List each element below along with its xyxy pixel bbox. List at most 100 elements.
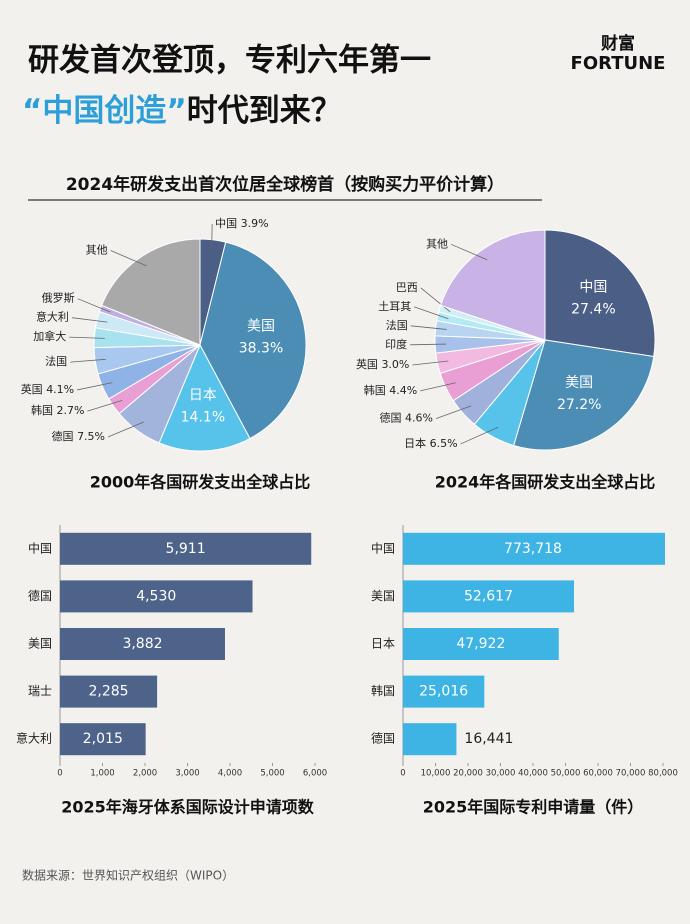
y-tick-label: 德国 (28, 588, 52, 603)
y-tick-label: 日本 (371, 637, 395, 651)
slice-label: 其他 (86, 244, 108, 257)
slice-label: 巴西 (396, 281, 418, 294)
value-label: 773,718 (504, 541, 562, 557)
slice-label: 加拿大 (33, 329, 66, 343)
y-tick-label: 德国 (371, 731, 395, 746)
slice-label: 英国 4.1% (21, 382, 74, 396)
x-tick-label: 60,000 (583, 769, 613, 779)
x-tick-label: 80,000 (648, 769, 678, 779)
slice-name: 其他 (426, 237, 448, 250)
slice-name: 加拿大 (33, 329, 66, 343)
slice-name: 土耳其 (378, 300, 411, 313)
value-label: 25,016 (419, 684, 468, 700)
x-tick-label: 1,000 (90, 769, 114, 779)
x-tick-label: 5,000 (260, 769, 284, 779)
slice-label: 德国 7.5% (52, 429, 105, 443)
slice-name: 法国 (45, 354, 67, 368)
slice-label: 日本 6.5% (404, 436, 457, 450)
x-tick-label: 6,000 (303, 769, 327, 779)
x-tick-label: 3,000 (175, 769, 199, 779)
value-label: 2,015 (83, 731, 123, 747)
slice-label: 英国 3.0% (356, 357, 409, 371)
slice-label: 韩国 2.7% (31, 403, 84, 417)
slice-value: 14.1% (181, 409, 225, 425)
slice-name: 韩国 (364, 383, 386, 397)
x-tick-label: 20,000 (453, 769, 483, 779)
x-tick-label: 50,000 (551, 769, 581, 779)
x-tick-label: 0 (400, 769, 405, 779)
title-line2: “中国创造”时代到来？ (22, 93, 342, 129)
x-tick-label: 70,000 (616, 769, 646, 779)
slice-name: 俄罗斯 (42, 292, 75, 305)
x-tick-label: 40,000 (518, 769, 548, 779)
chart-title: 2025年海牙体系国际设计申请项数 (61, 798, 315, 817)
value-label: 5,911 (166, 541, 206, 557)
slice-label: 韩国 4.4% (364, 383, 417, 397)
slice-label: 印度 (385, 337, 407, 351)
x-tick-label: 2,000 (133, 769, 157, 779)
slice-name: 中国 (579, 279, 607, 295)
y-tick-label: 韩国 (371, 683, 395, 698)
x-tick-label: 4,000 (218, 769, 242, 779)
slice-value: 27.4% (571, 301, 615, 317)
slice-label: 意大利 (36, 310, 69, 324)
slice-name: 日本 (404, 436, 426, 450)
value-label: 47,922 (456, 636, 505, 652)
slice-value: 4.6% (405, 412, 433, 425)
chart-title: 2024年各国研发支出全球占比 (435, 473, 656, 492)
slice-name: 英国 (21, 382, 43, 396)
value-label: 2,285 (89, 684, 129, 700)
chart-title: 2000年各国研发支出全球占比 (90, 473, 311, 492)
slice-name: 其他 (86, 244, 108, 257)
slice-value: 27.2% (557, 397, 601, 413)
slice-name: 法国 (386, 318, 408, 332)
slice-name: 巴西 (396, 281, 418, 294)
x-tick-label: 0 (57, 769, 62, 779)
slice-label: 法国 (45, 354, 67, 368)
value-label: 4,530 (136, 588, 176, 604)
slice-name: 韩国 (31, 403, 53, 417)
subtitle: 2024年研发支出首次位居全球榜首（按购买力平价计算） (66, 174, 504, 195)
slice-label: 中国 3.9% (215, 217, 268, 230)
slice-name: 德国 (52, 429, 74, 443)
value-label: 52,617 (464, 588, 513, 604)
slice-label: 德国 4.6% (379, 411, 432, 425)
source: 数据来源：世界知识产权组织（WIPO） (22, 868, 234, 883)
slice-name: 英国 (356, 357, 378, 371)
slice-value: 6.5% (430, 437, 458, 450)
title-highlight: “中国创造” (22, 93, 187, 129)
slice-label: 俄罗斯 (42, 292, 75, 305)
slice-value: 38.3% (239, 340, 283, 356)
slice-value: 3.0% (381, 358, 409, 371)
slice-label: 土耳其 (378, 300, 411, 313)
slice-name: 中国 (215, 217, 237, 230)
x-tick-label: 10,000 (421, 769, 451, 779)
logo-cn: 财富 (600, 33, 635, 54)
x-tick-label: 30,000 (486, 769, 516, 779)
slice-name: 美国 (247, 318, 275, 334)
slice-value: 4.1% (46, 383, 74, 396)
slice-value: 7.5% (77, 430, 105, 443)
slice-name: 日本 (189, 387, 217, 403)
chart-title: 2025年国际专利申请量（件） (423, 798, 644, 817)
y-tick-label: 中国 (371, 540, 395, 555)
slice-value: 3.9% (241, 217, 269, 230)
value-label: 16,441 (464, 731, 513, 747)
title-rest: 时代到来？ (187, 93, 342, 129)
y-tick-label: 美国 (28, 637, 52, 651)
slice-name: 美国 (565, 375, 593, 391)
title-line1: 研发首次登顶，专利六年第一 (28, 43, 431, 79)
slice-name: 印度 (385, 337, 407, 351)
y-tick-label: 瑞士 (28, 684, 52, 698)
slice-name: 德国 (379, 411, 401, 425)
y-tick-label: 美国 (371, 589, 395, 603)
value-label: 3,882 (122, 636, 162, 652)
slice-value: 2.7% (56, 404, 84, 417)
slice-value: 4.4% (389, 384, 417, 397)
y-tick-label: 意大利 (16, 731, 52, 746)
logo-en: FORTUNE (571, 53, 666, 74)
slice-label: 法国 (386, 318, 408, 332)
slice-label: 其他 (426, 237, 448, 250)
y-tick-label: 中国 (28, 540, 52, 555)
